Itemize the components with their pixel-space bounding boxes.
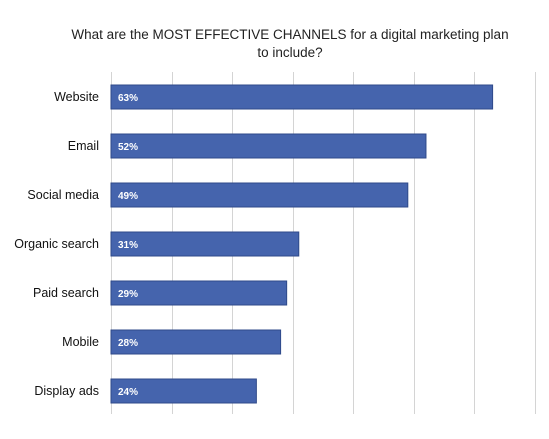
bar-website	[110, 84, 494, 110]
bar-social-media	[110, 182, 409, 208]
bars: 63% 52% 49% 31% 29% 28% 24%	[110, 84, 494, 404]
chart-title-line-2: to include?	[257, 45, 323, 60]
bar-value-label: 63%	[118, 93, 138, 104]
bar-display-ads	[110, 378, 257, 404]
bar-organic-search	[110, 231, 300, 257]
category-label-website: Website	[54, 90, 99, 104]
category-label-organic-search: Organic search	[14, 237, 99, 251]
chart-title-line-1: What are the MOST EFFECTIVE CHANNELS for…	[71, 27, 509, 42]
category-label-social-media: Social media	[27, 188, 99, 202]
bar-value-label: 24%	[118, 387, 138, 398]
bar-value-label: 52%	[118, 142, 138, 153]
bar-value-label: 28%	[118, 338, 138, 349]
bar-paid-search	[110, 280, 288, 306]
bar-value-label: 29%	[118, 289, 138, 300]
bar-mobile	[110, 329, 282, 355]
category-label-email: Email	[68, 139, 99, 153]
category-labels: Website Email Social media Organic search Pa…	[14, 90, 99, 398]
bar-value-label: 31%	[118, 240, 138, 251]
bar-value-label: 49%	[118, 191, 138, 202]
category-label-display-ads: Display ads	[34, 384, 99, 398]
bar-email	[110, 133, 427, 159]
gridlines	[111, 72, 536, 414]
category-label-paid-search: Paid search	[33, 286, 99, 300]
category-label-mobile: Mobile	[62, 335, 99, 349]
